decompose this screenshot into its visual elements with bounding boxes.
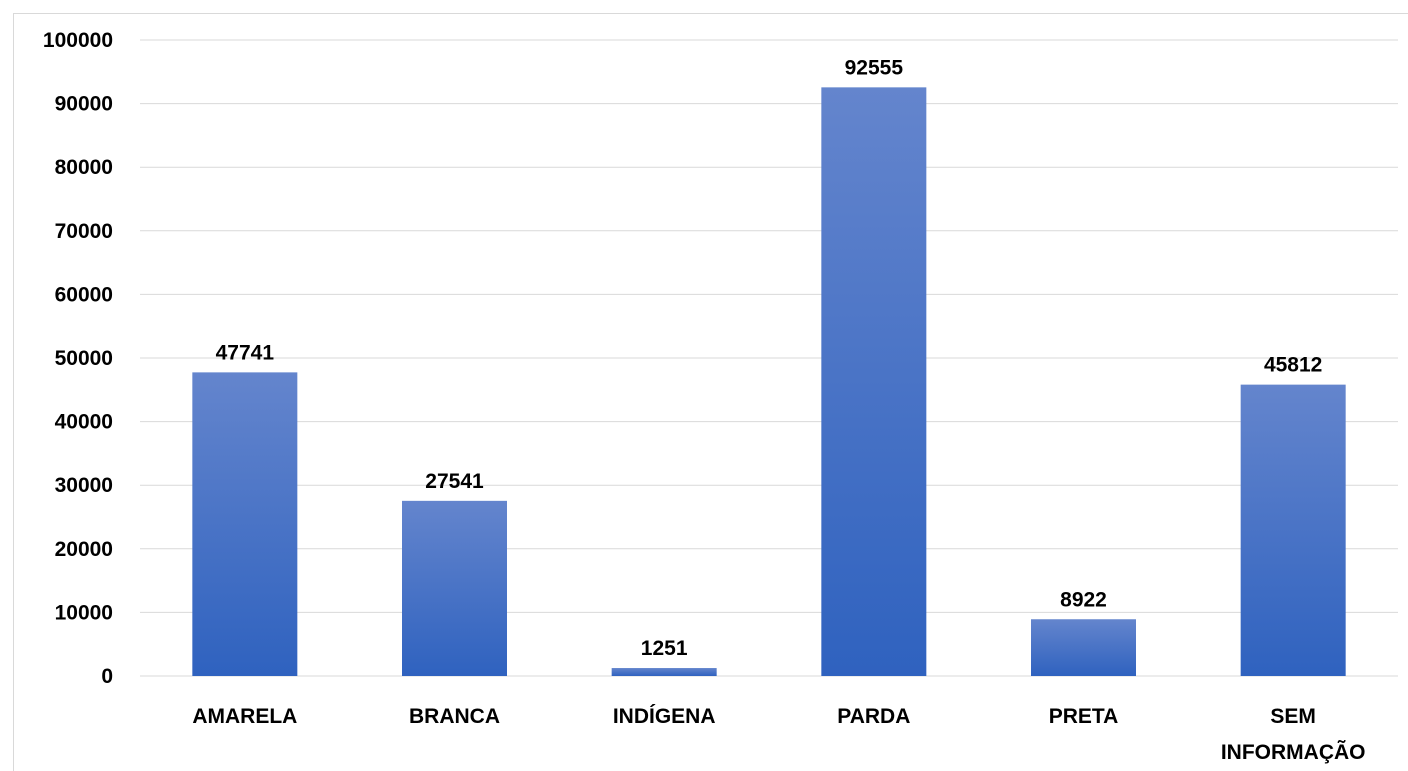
x-category-label: AMARELA [192,705,297,728]
y-tick-label: 70000 [55,220,113,243]
y-tick-label: 30000 [55,474,113,497]
bar-1 [402,500,507,676]
bar-5 [1240,384,1346,676]
y-tick-label: 60000 [55,283,113,306]
y-axis-ticks: 0 10000 20000 30000 40000 50000 60000 70000 8000… [43,29,113,688]
y-tick-label: 0 [101,665,113,688]
data-label: 92555 [845,56,904,79]
y-tick-label: 10000 [55,601,113,624]
data-label: 8922 [1060,588,1107,611]
bar-2 [611,668,717,676]
x-axis-categories: AMARELA BRANCA INDÍGENA PARDA PRETA SEM INFORM… [192,705,1365,764]
chart-frame [13,13,1408,771]
bar-4 [1031,619,1136,676]
x-category-label: PARDA [837,705,910,728]
y-tick-label: 80000 [55,156,113,179]
y-tick-label: 20000 [55,538,113,561]
bar-3 [821,87,927,676]
y-tick-label: 100000 [43,29,113,52]
data-labels: 47741 27541 1251 92555 8922 45812 [216,56,1323,660]
bars [192,87,1346,676]
y-tick-label: 40000 [55,411,113,434]
gridlines [140,39,1398,677]
x-category-label: PRETA [1049,705,1119,728]
data-label: 45812 [1264,354,1322,377]
y-tick-label: 90000 [55,93,113,116]
data-label: 27541 [425,470,484,493]
y-tick-label: 50000 [55,347,113,370]
x-category-label: BRANCA [409,705,500,728]
bar-0 [192,372,298,676]
data-label: 1251 [641,637,688,660]
x-category-label: INDÍGENA [613,705,716,728]
x-category-label: SEM INFORMAÇÃO [1221,705,1366,764]
data-label: 47741 [216,341,275,364]
